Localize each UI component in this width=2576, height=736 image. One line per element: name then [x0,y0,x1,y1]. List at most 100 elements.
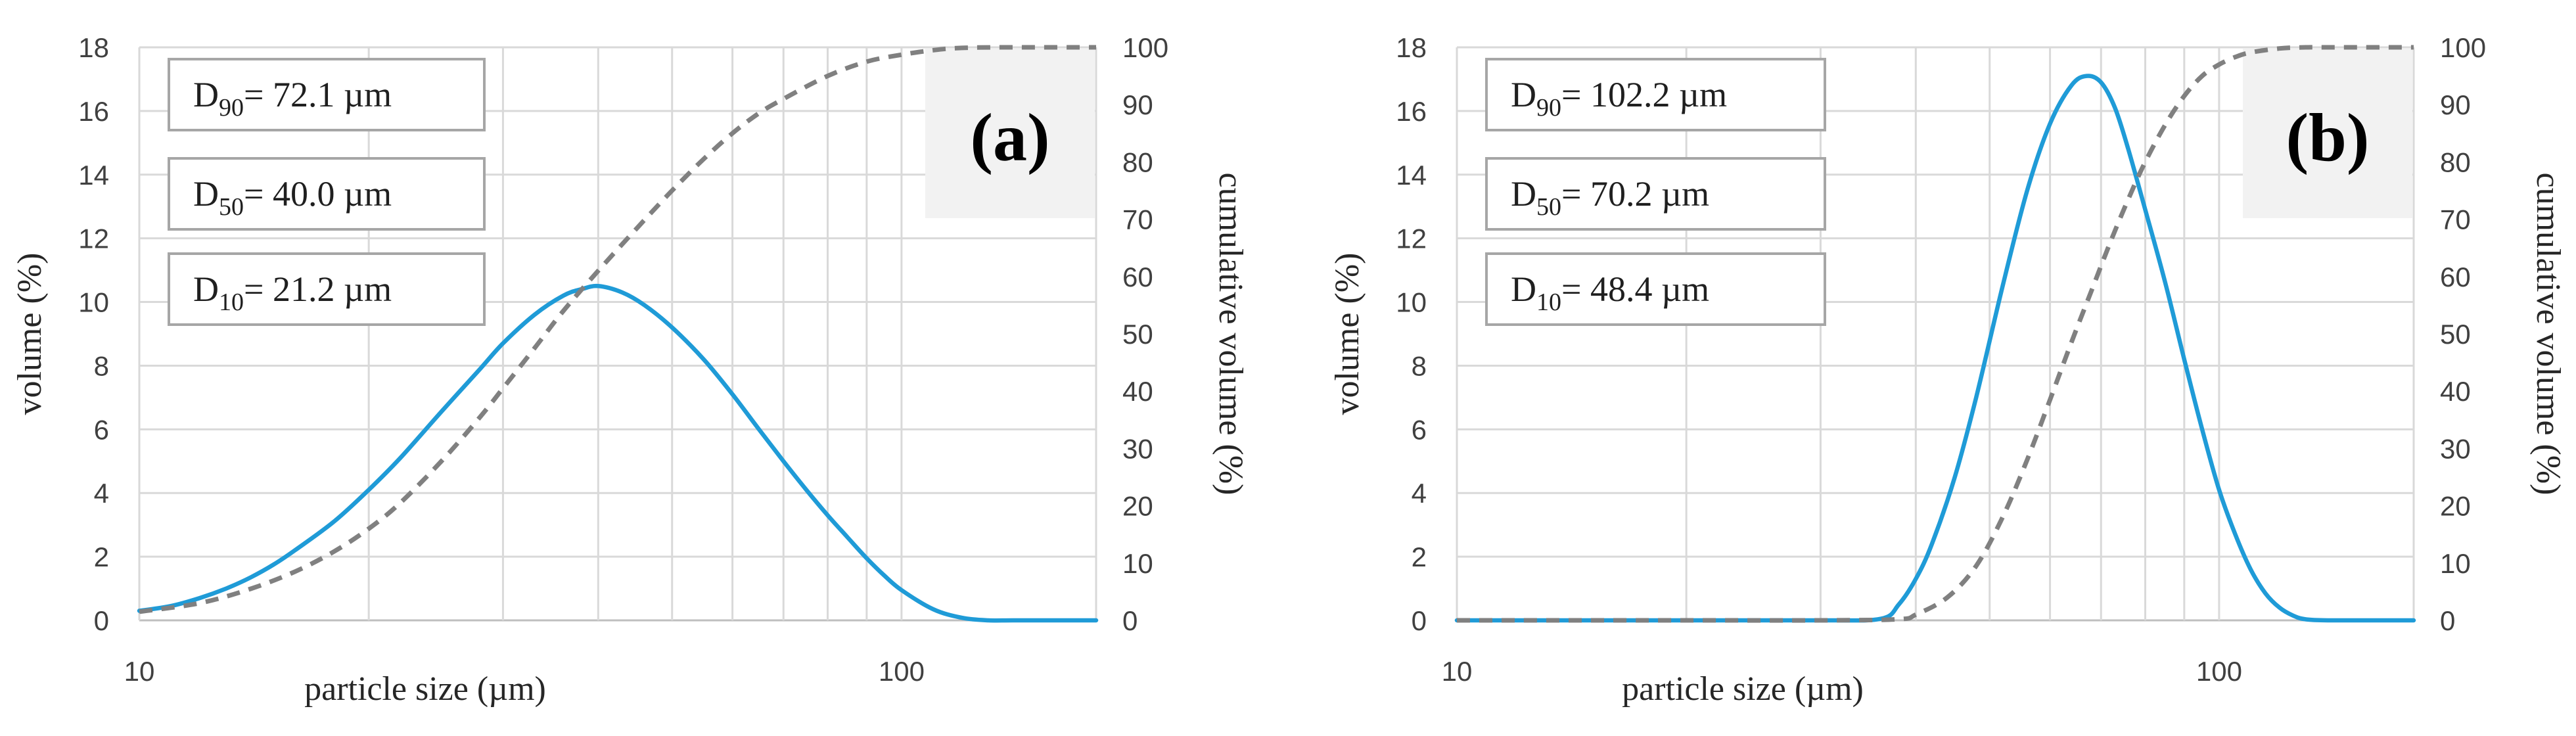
y-tick-label: 18 [78,32,109,63]
y-axis-title: volume (%) [1329,253,1366,415]
chart-panel-b: 0 2 4 6 8 10 12 14 16 18 0 10 20 30 40 50 60 70 80 90 100 10 1… [1329,32,2567,708]
y2-tick-label: 0 [2440,605,2455,636]
annotation-subscript: 50 [1536,193,1561,221]
annotation-letter: D [1511,75,1536,114]
annotation-box [168,58,486,131]
annotation-letter: D [193,269,219,309]
y2-tick-label: 20 [2440,491,2471,522]
annotation-box [1485,157,1826,231]
annotation-subscript: 90 [219,94,244,122]
panel-label-background [2243,49,2412,218]
y2-tick-label: 10 [2440,548,2471,579]
annotation-value: = 48.4 µm [1561,269,1709,309]
y2-tick-label: 30 [1122,433,1153,464]
annotation-d90: D90= 72.1 µm [168,58,486,131]
annotation-text: D50= 40.0 µm [193,174,392,221]
y2-tick-label: 30 [2440,433,2471,464]
y2-tick-label: 100 [1122,32,1168,63]
annotation-letter: D [1511,174,1536,214]
y2-tick-label: 70 [1122,204,1153,235]
annotation-value: = 21.2 µm [244,269,392,309]
y2-tick-label: 40 [1122,376,1153,407]
annotation-text: D90= 102.2 µm [1511,75,1727,122]
y-tick-label: 12 [1396,223,1427,254]
y2-tick-label: 40 [2440,376,2471,407]
y-tick-label: 16 [1396,96,1427,127]
series-line-volume [137,283,1099,623]
y-tick-label: 14 [78,160,109,191]
annotation-text: D10= 48.4 µm [1511,269,1709,316]
series-line-volume [1454,74,2416,623]
panel-label: (b) [2286,100,2369,175]
y-tick-label: 6 [1412,414,1427,445]
y-tick-label: 4 [1412,478,1427,509]
y2-tick-label: 90 [2440,89,2471,120]
y-tick-label: 10 [78,287,109,318]
annotation-subscript: 90 [1536,94,1561,122]
annotation-value: = 40.0 µm [244,174,392,214]
annotation-d90: D90= 102.2 µm [1485,58,1826,131]
y-tick-label: 16 [78,96,109,127]
x-tick-label: 100 [879,656,925,687]
y-tick-label: 14 [1396,160,1427,191]
y-tick-label: 18 [1396,32,1427,63]
y-tick-label: 0 [94,605,109,636]
y2-tick-label: 80 [2440,147,2471,177]
y2-tick-label: 50 [2440,319,2471,350]
y2-tick-label: 100 [2440,32,2486,63]
annotation-box [1485,58,1826,131]
series-line-cumulative-volume [139,45,1097,614]
annotation-subscript: 10 [219,288,244,316]
x-tick-label: 10 [124,656,155,687]
y2-tick-label: 80 [1122,147,1153,177]
series-line-cumulative-volume [1457,45,2414,623]
y-tick-label: 12 [78,223,109,254]
annotation-text: D90= 72.1 µm [193,75,392,122]
y-tick-label: 4 [94,478,109,509]
x-tick-label: 10 [1442,656,1473,687]
annotation-box [168,157,486,231]
annotation-value: = 70.2 µm [1561,174,1709,214]
chart-panel-a: 0 2 4 6 8 10 12 14 16 18 0 10 20 30 40 50 60 70 80 90 100 10 1… [11,32,1249,708]
y2-tick-label: 20 [1122,491,1153,522]
annotation-d10: D10= 48.4 µm [1485,252,1826,326]
y-tick-label: 2 [1412,541,1427,572]
annotation-text: D50= 70.2 µm [1511,174,1709,221]
annotation-box [168,252,486,326]
annotation-letter: D [1511,269,1536,309]
y2-tick-label: 60 [2440,262,2471,292]
y2-tick-label: 50 [1122,319,1153,350]
annotation-d50: D50= 40.0 µm [168,157,486,231]
annotation-letter: D [193,174,219,214]
annotation-value: = 72.1 µm [244,75,392,114]
x-axis-title: particle size (µm) [1622,670,1864,708]
annotation-text: D10= 21.2 µm [193,269,392,316]
y-tick-label: 2 [94,541,109,572]
y2-tick-label: 70 [2440,204,2471,235]
y2-axis-title: cumulative volume (%) [2529,173,2567,495]
annotation-value: = 102.2 µm [1561,75,1727,114]
annotation-d50: D50= 70.2 µm [1485,157,1826,231]
panel-label: (a) [970,100,1049,175]
annotation-letter: D [193,75,219,114]
y-tick-label: 10 [1396,287,1427,318]
x-axis-title: particle size (µm) [304,670,546,708]
annotation-box [1485,252,1826,326]
y2-tick-label: 90 [1122,89,1153,120]
panel-label-background [925,49,1095,218]
y-tick-label: 6 [94,414,109,445]
y2-tick-label: 10 [1122,548,1153,579]
y-tick-label: 8 [1412,350,1427,381]
y-tick-label: 0 [1412,605,1427,636]
y2-tick-label: 60 [1122,262,1153,292]
annotation-d10: D10= 21.2 µm [168,252,486,326]
annotation-subscript: 10 [1536,288,1561,316]
y-axis-title: volume (%) [11,253,49,415]
x-tick-label: 100 [2196,656,2242,687]
annotation-subscript: 50 [219,193,244,221]
y2-tick-label: 0 [1122,605,1138,636]
y-tick-label: 8 [94,350,109,381]
y2-axis-title: cumulative volume (%) [1212,173,1249,495]
